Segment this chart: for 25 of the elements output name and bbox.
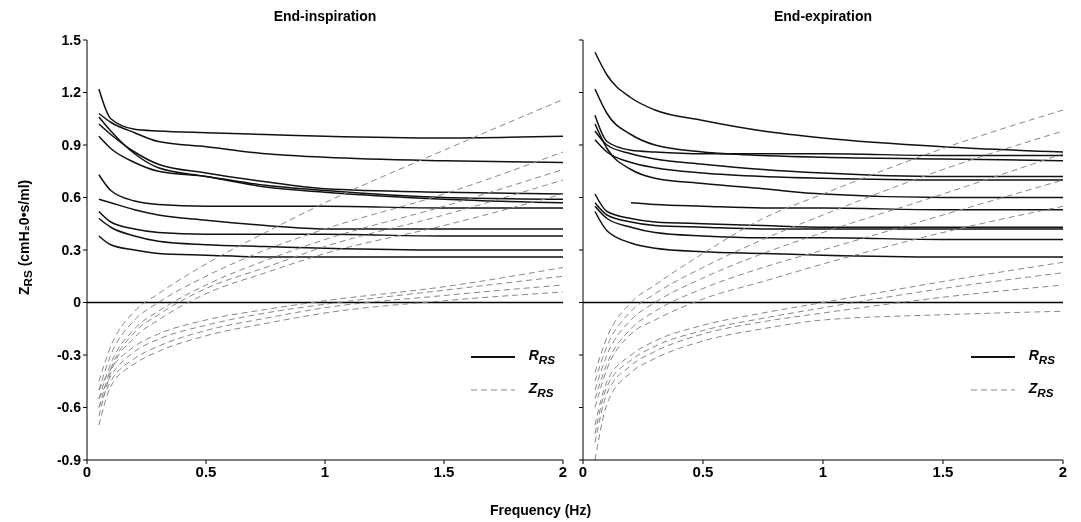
y-tick-label: 0 <box>73 294 82 311</box>
y-tick-label: 1.2 <box>61 84 82 101</box>
y-tick-label: 0.6 <box>61 189 82 206</box>
chart-title: End-inspiration <box>272 8 378 24</box>
x-tick-label: 1 <box>818 462 828 480</box>
x-axis-title: Frequency (Hz) <box>488 502 593 518</box>
x-tick-label: 1 <box>320 462 330 480</box>
chart-title: End-expiration <box>773 8 873 24</box>
x-tick-label: 0 <box>578 462 588 480</box>
y-tick-label: -0.3 <box>56 346 82 363</box>
y-tick-label: -0.9 <box>56 451 82 468</box>
legend-label: R$_{RS}$ <box>1028 347 1055 367</box>
y-tick-label: 0.9 <box>61 136 82 153</box>
y-tick-label: 1.5 <box>61 31 82 48</box>
y-tick-label: -0.6 <box>56 399 82 416</box>
x-tick-label: 0.5 <box>692 462 714 480</box>
legend-label: Z$_{RS}$ <box>1028 380 1054 399</box>
legend-label: R$_{RS}$ <box>528 347 555 367</box>
x-tick-label: 2 <box>1058 462 1068 480</box>
x-tick-label: 0.5 <box>195 462 217 480</box>
x-tick-label: 2 <box>558 462 568 480</box>
y-tick-label: 0.3 <box>61 241 82 258</box>
x-tick-label: 1.5 <box>433 462 455 480</box>
legend-label: Z$_{RS}$ <box>528 380 554 399</box>
x-tick-label: 1.5 <box>932 462 954 480</box>
